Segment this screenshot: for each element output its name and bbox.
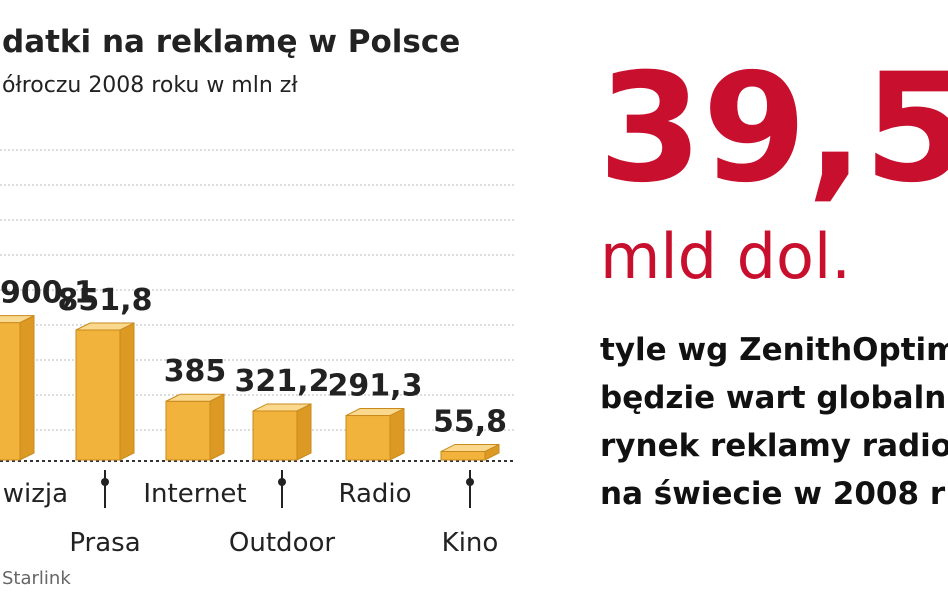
highlight-unit: mld dol. [600,220,851,293]
pin-head [278,478,286,486]
x-tick-label: Prasa [69,528,140,558]
bar [0,314,35,461]
x-tick-label: Radio [338,479,411,509]
highlight-text: tyle wg ZenithOptim [600,332,948,368]
chart-subtitle: ółroczu 2008 roku w mln zł [2,73,298,98]
value-label: 321,2 [235,364,330,399]
highlight-text: będzie wart globaln [600,380,946,416]
value-label: 55,8 [433,404,507,439]
value-label: 291,3 [328,369,423,404]
pin-head [466,478,474,486]
bar [345,407,405,461]
bar [440,443,500,461]
chart-title: datki na reklamę w Polsce [2,24,460,60]
source: Starlink [2,568,71,589]
value-label: 385 [164,354,227,389]
bar [252,403,312,461]
x-tick-label: Internet [143,479,246,509]
x-tick-label: wizja [3,479,68,509]
x-tick-label: Outdoor [229,528,335,558]
highlight-text: rynek reklamy radio [600,428,948,464]
bar [75,322,135,461]
x-tick-label: Kino [442,528,499,558]
value-label: 900,1 [0,276,95,311]
pin-head [101,478,109,486]
bar [165,393,225,461]
highlight-text: na świecie w 2008 r [600,476,946,512]
highlight-value: 39,5 [598,42,948,216]
value-label: 851,8 [58,283,153,318]
